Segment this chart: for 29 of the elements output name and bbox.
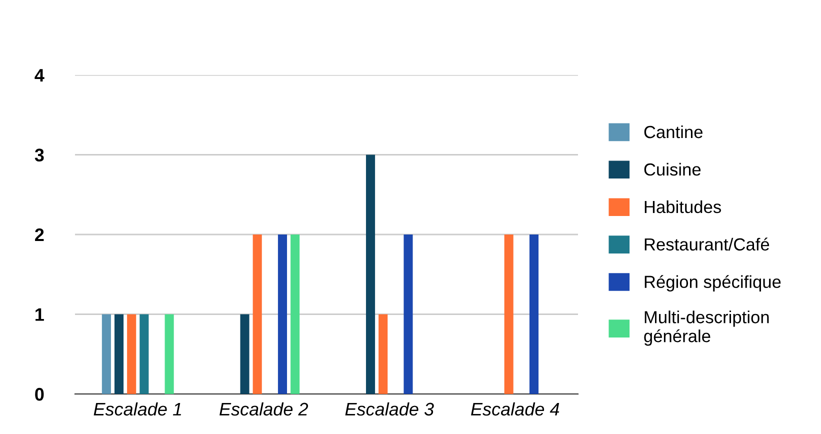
bar: [504, 234, 514, 394]
bar: [102, 314, 111, 394]
legend-label: Région spécifique: [644, 275, 781, 292]
bar: [252, 234, 262, 394]
y-tick-label: 2: [35, 228, 44, 242]
bar: [240, 314, 250, 394]
y-tick-label: 1: [36, 308, 44, 321]
x-tick-label: Escalade 1: [94, 402, 182, 416]
legend-label: Habitudes: [644, 200, 721, 214]
bar: [278, 234, 288, 394]
x-tick-label: Escalade 4: [471, 402, 560, 416]
legend-label: Multi-description générale: [644, 310, 769, 346]
bar: [378, 314, 388, 394]
y-tick-label: 3: [34, 148, 44, 162]
bar: [366, 154, 376, 394]
bar: [529, 234, 539, 394]
bar: [140, 314, 149, 394]
bar: [114, 314, 124, 394]
x-tick-label: Escalade 3: [345, 402, 434, 416]
bar: [127, 314, 136, 394]
y-tick-label: 0: [35, 388, 44, 401]
bar: [404, 234, 413, 394]
legend-label: Cantine: [644, 125, 703, 138]
bar: [290, 234, 300, 394]
legend-label: Restaurant/Café: [644, 238, 770, 251]
x-tick-label: Escalade 2: [220, 402, 308, 416]
y-tick-label: 4: [34, 69, 44, 82]
legend-label: Cuisine: [644, 162, 701, 176]
bar: [164, 314, 174, 394]
